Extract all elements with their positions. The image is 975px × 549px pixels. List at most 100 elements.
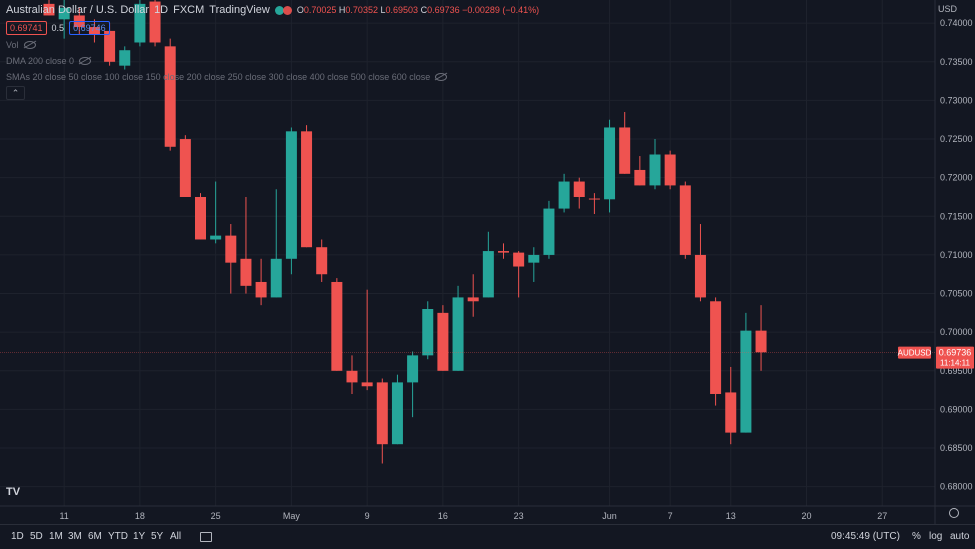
- candle-body[interactable]: [513, 252, 525, 267]
- buy-button[interactable]: 0.69746: [69, 21, 110, 35]
- x-tick-label: 23: [514, 511, 524, 521]
- eye-hidden-icon[interactable]: [435, 73, 448, 81]
- timeframe-1m[interactable]: 1M: [49, 531, 63, 542]
- timeframe-all[interactable]: All: [170, 531, 182, 542]
- close-value: 0.69736: [427, 5, 460, 15]
- candle-body[interactable]: [195, 196, 206, 240]
- market-status-icon[interactable]: [274, 5, 284, 15]
- candle-body[interactable]: [482, 251, 494, 298]
- candle-body[interactable]: [179, 139, 191, 197]
- candle-body[interactable]: [528, 254, 540, 263]
- volume-label[interactable]: Vol: [6, 40, 19, 50]
- smas-label[interactable]: SMAs 20 close 50 close 100 close 150 clo…: [6, 72, 431, 82]
- candle-body[interactable]: [301, 131, 313, 248]
- candle-body[interactable]: [694, 254, 706, 298]
- auto-toggle[interactable]: auto: [950, 531, 970, 542]
- candle-body[interactable]: [634, 169, 646, 186]
- high-label: H: [338, 5, 346, 15]
- candle-body[interactable]: [452, 297, 464, 371]
- currency-label[interactable]: USD: [937, 4, 957, 14]
- candle-body[interactable]: [119, 50, 131, 66]
- candle-body[interactable]: [391, 382, 403, 445]
- candle-body[interactable]: [149, 1, 161, 43]
- x-tick-label: 9: [365, 511, 370, 521]
- timeframe-5d[interactable]: 5D: [30, 531, 43, 542]
- exchange-label: FXCM: [173, 4, 205, 16]
- date-range-icon[interactable]: [200, 532, 212, 542]
- price-axis[interactable]: 0.74000 0.73500 0.73000 0.72500 0.72000 0.715…: [934, 0, 973, 524]
- candle-body[interactable]: [104, 30, 116, 62]
- candle-body[interactable]: [361, 382, 373, 387]
- y-tick-label: 0.73500: [940, 57, 973, 67]
- candle-body[interactable]: [498, 251, 509, 253]
- candle-body[interactable]: [225, 235, 237, 263]
- candle-body[interactable]: [240, 258, 252, 286]
- candle-body[interactable]: [740, 330, 752, 433]
- candle-body[interactable]: [407, 355, 419, 383]
- x-tick-label: 27: [877, 511, 887, 521]
- candle-body[interactable]: [331, 281, 343, 371]
- high-value: 0.70352: [345, 5, 378, 15]
- timeframe-3m[interactable]: 3M: [68, 531, 82, 542]
- candle-body[interactable]: [467, 297, 479, 302]
- countdown-text: 11:14:11: [940, 359, 971, 368]
- volume-legend[interactable]: Vol: [6, 40, 36, 50]
- timeframe-ytd[interactable]: YTD: [108, 531, 128, 542]
- symbol-legend[interactable]: Australian Dollar / U.S. Dollar 1D FXCM …: [6, 4, 539, 16]
- log-toggle[interactable]: log: [929, 531, 943, 542]
- x-tick-label: 16: [438, 511, 448, 521]
- candle-body[interactable]: [255, 281, 267, 298]
- dma-legend[interactable]: DMA 200 close 0: [6, 56, 92, 66]
- symbol-tag-box: [898, 346, 931, 359]
- candle-body[interactable]: [664, 154, 676, 186]
- candle-body[interactable]: [710, 301, 722, 394]
- candle-body[interactable]: [437, 312, 449, 371]
- candle-body[interactable]: [725, 392, 737, 433]
- candle-body[interactable]: [755, 330, 767, 353]
- candle-body[interactable]: [134, 3, 146, 43]
- timeframe-6m[interactable]: 6M: [88, 531, 102, 542]
- collapse-legend-button[interactable]: ⌃: [6, 86, 25, 100]
- candle-body[interactable]: [619, 127, 631, 174]
- time-axis[interactable]: 11 18 25 May 9 16 23 Jun 7 13 20 27: [0, 505, 975, 521]
- candle-body[interactable]: [588, 198, 600, 200]
- candle-body[interactable]: [422, 309, 434, 356]
- percent-toggle[interactable]: %: [912, 531, 921, 542]
- candle-body[interactable]: [543, 208, 555, 255]
- candle-body[interactable]: [376, 382, 388, 445]
- timeframe-1y[interactable]: 1Y: [133, 531, 146, 542]
- candle-body[interactable]: [285, 131, 297, 259]
- candle-body[interactable]: [649, 154, 661, 186]
- timeframe-1d[interactable]: 1D: [11, 531, 24, 542]
- low-value: 0.69503: [385, 5, 419, 15]
- market-status-icon-2: [282, 5, 292, 15]
- clock-label[interactable]: 09:45:49 (UTC): [831, 531, 900, 542]
- smas-legend[interactable]: SMAs 20 close 50 close 100 close 150 clo…: [6, 72, 448, 82]
- candle-body[interactable]: [270, 258, 282, 298]
- candle-body[interactable]: [316, 247, 328, 275]
- dma-label[interactable]: DMA 200 close 0: [6, 56, 75, 66]
- candle-body[interactable]: [58, 7, 70, 20]
- x-tick-label: May: [283, 511, 301, 521]
- symbol-title[interactable]: Australian Dollar / U.S. Dollar: [6, 4, 150, 16]
- x-tick-label: 20: [801, 511, 811, 521]
- eye-hidden-icon[interactable]: [79, 57, 92, 65]
- candle-body[interactable]: [573, 181, 585, 197]
- interval-label[interactable]: 1D: [154, 4, 169, 16]
- candle-body[interactable]: [210, 235, 222, 240]
- eye-hidden-icon[interactable]: [23, 41, 36, 49]
- sell-button[interactable]: 0.69741: [6, 21, 47, 35]
- candle-body[interactable]: [164, 46, 176, 147]
- candle-body[interactable]: [604, 127, 616, 200]
- candle-body[interactable]: [88, 27, 100, 35]
- candle-body[interactable]: [346, 370, 358, 383]
- timeframe-5y[interactable]: 5Y: [151, 531, 164, 542]
- y-tick-label: 0.68500: [940, 443, 973, 453]
- tradingview-logo[interactable]: TV: [6, 486, 21, 498]
- candle-body[interactable]: [679, 185, 691, 255]
- candle-body[interactable]: [558, 181, 570, 209]
- gear-icon[interactable]: [949, 508, 959, 518]
- candle-body[interactable]: [43, 3, 55, 16]
